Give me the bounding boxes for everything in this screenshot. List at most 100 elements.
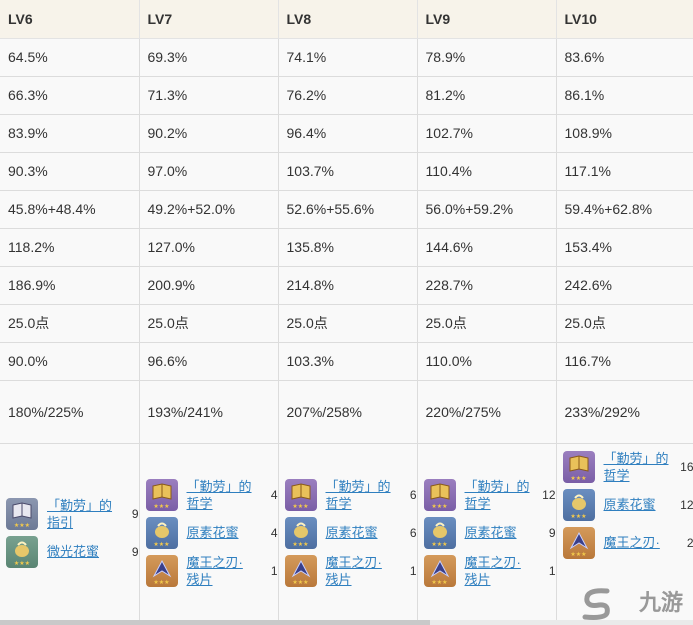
- table-cell: 71.3%: [139, 76, 279, 115]
- material-name-link[interactable]: 魔王之刃·残片: [325, 554, 382, 587]
- table-cell: 110.4%: [417, 152, 557, 191]
- watermark-logo: 九游: [567, 583, 687, 623]
- table-cell: 117.1%: [556, 152, 693, 191]
- material-count: 1: [270, 563, 278, 578]
- material-item[interactable]: ★★★ 「勤劳」的哲学 16: [562, 448, 693, 486]
- material-item[interactable]: ★★★ 魔王之刃·残片 1: [145, 552, 278, 590]
- blade-shard-icon: ★★★: [145, 554, 178, 587]
- table-cell: 180%/225%: [0, 380, 140, 444]
- material-name-link[interactable]: 「勤劳」的哲学: [464, 478, 530, 511]
- header-row: LV6 LV7 LV8 LV9 LV10: [0, 0, 693, 39]
- material-name-link[interactable]: 原素花蜜: [464, 525, 517, 540]
- table-cell: 103.3%: [278, 342, 418, 381]
- material-item[interactable]: ★★★ 魔王之刃· 2: [562, 524, 693, 562]
- table-cell: 207%/258%: [278, 380, 418, 444]
- table-cell: 97.0%: [139, 152, 279, 191]
- material-count: 9: [548, 525, 556, 540]
- philosophy-book-icon: ★★★: [423, 478, 456, 511]
- logo-s-icon: [582, 588, 610, 620]
- material-item[interactable]: ★★★ 「勤劳」的哲学 4: [145, 476, 278, 514]
- scrollbar-thumb[interactable]: [0, 620, 430, 625]
- material-item[interactable]: ★★★ 「勤劳」的指引 9: [6, 495, 139, 533]
- material-item[interactable]: ★★★ 原素花蜜 4: [145, 514, 278, 552]
- material-count: 1: [409, 563, 417, 578]
- watermark-text: 九游: [638, 591, 683, 616]
- material-name-link[interactable]: 魔王之刃·残片: [464, 554, 521, 587]
- table-row: 83.9% 90.2% 96.4% 102.7% 108.9%: [0, 114, 693, 153]
- material-count: 16: [680, 459, 693, 474]
- table-cell: 59.4%+62.8%: [556, 190, 693, 229]
- material-item[interactable]: ★★★ 原素花蜜 12: [562, 486, 693, 524]
- nectar-icon: ★★★: [562, 488, 595, 521]
- table-cell: 193%/241%: [139, 380, 279, 444]
- table-cell: 83.6%: [556, 38, 693, 77]
- material-item[interactable]: ★★★ 微光花蜜 9: [6, 533, 139, 571]
- material-name-link[interactable]: 原素花蜜: [186, 525, 239, 540]
- material-name-link[interactable]: 微光花蜜: [47, 544, 100, 559]
- table-cell: 186.9%: [0, 266, 140, 305]
- material-count: 12: [680, 497, 693, 512]
- material-name-link[interactable]: 原素花蜜: [603, 497, 656, 512]
- table-row: 90.0% 96.6% 103.3% 110.0% 116.7%: [0, 342, 693, 381]
- materials-cell: ★★★ 「勤劳」的哲学 12 ★★★ 原素花蜜 9 ★★★ 魔王之刃·残片 1: [417, 443, 557, 622]
- guide-book-icon: ★★★: [6, 497, 38, 530]
- material-count: 12: [542, 487, 556, 502]
- table-cell: 90.2%: [139, 114, 279, 153]
- table-cell: 96.4%: [278, 114, 418, 153]
- table-cell: 83.9%: [0, 114, 140, 153]
- blade-shard-icon: ★★★: [562, 526, 595, 559]
- material-count: 6: [409, 487, 417, 502]
- material-item[interactable]: ★★★ 「勤劳」的哲学 6: [284, 476, 417, 514]
- table-cell: 200.9%: [139, 266, 279, 305]
- table-cell: 103.7%: [278, 152, 418, 191]
- horizontal-scrollbar[interactable]: [0, 620, 693, 625]
- table-cell: 25.0点: [417, 304, 557, 343]
- material-item[interactable]: ★★★ 原素花蜜 9: [423, 514, 556, 552]
- material-item[interactable]: ★★★ 原素花蜜 6: [284, 514, 417, 552]
- material-name-link[interactable]: 魔王之刃·残片: [186, 554, 243, 587]
- material-item[interactable]: ★★★ 「勤劳」的哲学 12: [423, 476, 556, 514]
- table-cell: 52.6%+55.6%: [278, 190, 418, 229]
- table-cell: 90.3%: [0, 152, 140, 191]
- material-name-link[interactable]: 「勤劳」的哲学: [603, 450, 669, 483]
- philosophy-book-icon: ★★★: [145, 478, 178, 511]
- table-cell: 25.0点: [139, 304, 279, 343]
- material-count: 9: [131, 506, 139, 521]
- material-name-link[interactable]: 原素花蜜: [325, 525, 378, 540]
- material-item[interactable]: ★★★ 魔王之刃·残片 1: [284, 552, 417, 590]
- table-row: 64.5% 69.3% 74.1% 78.9% 83.6%: [0, 38, 693, 77]
- table-cell: 86.1%: [556, 76, 693, 115]
- table-cell: 74.1%: [278, 38, 418, 77]
- table-cell: 228.7%: [417, 266, 557, 305]
- header-lv8: LV8: [278, 0, 418, 39]
- material-name-link[interactable]: 「勤劳」的哲学: [186, 478, 252, 511]
- material-item[interactable]: ★★★ 魔王之刃·残片 1: [423, 552, 556, 590]
- table-cell: 214.8%: [278, 266, 418, 305]
- table-cell: 220%/275%: [417, 380, 557, 444]
- nectar-icon: ★★★: [284, 516, 317, 549]
- table-cell: 25.0点: [278, 304, 418, 343]
- table-cell: 49.2%+52.0%: [139, 190, 279, 229]
- header-lv6: LV6: [0, 0, 140, 39]
- header-lv9: LV9: [417, 0, 557, 39]
- nectar-icon: ★★★: [145, 516, 178, 549]
- table-cell: 76.2%: [278, 76, 418, 115]
- table-cell: 110.0%: [417, 342, 557, 381]
- materials-cell: ★★★ 「勤劳」的指引 9 ★★★ 微光花蜜 9: [0, 443, 140, 622]
- table-cell: 64.5%: [0, 38, 140, 77]
- philosophy-book-icon: ★★★: [562, 450, 595, 483]
- table-cell: 144.6%: [417, 228, 557, 267]
- table-cell: 118.2%: [0, 228, 140, 267]
- material-name-link[interactable]: 「勤劳」的指引: [47, 497, 113, 530]
- material-count: 4: [270, 525, 278, 540]
- table-row: 25.0点 25.0点 25.0点 25.0点 25.0点: [0, 304, 693, 343]
- materials-cell: ★★★ 「勤劳」的哲学 4 ★★★ 原素花蜜 4 ★★★ 魔王之刃·残片 1: [139, 443, 279, 622]
- table-row: 66.3% 71.3% 76.2% 81.2% 86.1%: [0, 76, 693, 115]
- table-cell: 102.7%: [417, 114, 557, 153]
- table-cell: 127.0%: [139, 228, 279, 267]
- table-cell: 66.3%: [0, 76, 140, 115]
- material-name-link[interactable]: 「勤劳」的哲学: [325, 478, 391, 511]
- table-cell: 78.9%: [417, 38, 557, 77]
- material-name-link[interactable]: 魔王之刃·: [603, 535, 660, 550]
